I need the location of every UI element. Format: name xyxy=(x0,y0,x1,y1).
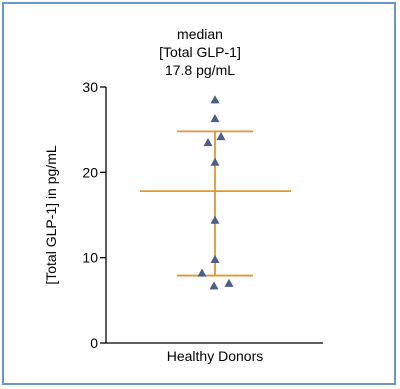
y-tick-label: 0 xyxy=(90,335,98,351)
y-tick-label: 10 xyxy=(82,250,98,266)
data-point xyxy=(210,114,220,123)
y-tick-label: 20 xyxy=(82,164,98,180)
chart-title-line-2: [Total GLP-1] xyxy=(159,44,241,60)
data-point xyxy=(210,95,220,104)
data-point xyxy=(203,137,213,147)
data-point xyxy=(197,268,207,277)
data-point xyxy=(210,254,220,263)
data-point xyxy=(216,131,226,141)
data-point xyxy=(210,157,220,166)
chart-panel xyxy=(2,2,396,385)
chart-title-line-1: median xyxy=(177,26,223,42)
x-category-label: Healthy Donors xyxy=(167,348,264,364)
data-point xyxy=(224,278,234,287)
chart-title-line-3: 17.8 pg/mL xyxy=(164,62,236,78)
data-point xyxy=(210,215,220,224)
data-point xyxy=(209,281,219,290)
y-tick-label: 30 xyxy=(82,79,98,95)
y-axis-label: [Total GLP-1] in pg/mL xyxy=(43,145,59,285)
